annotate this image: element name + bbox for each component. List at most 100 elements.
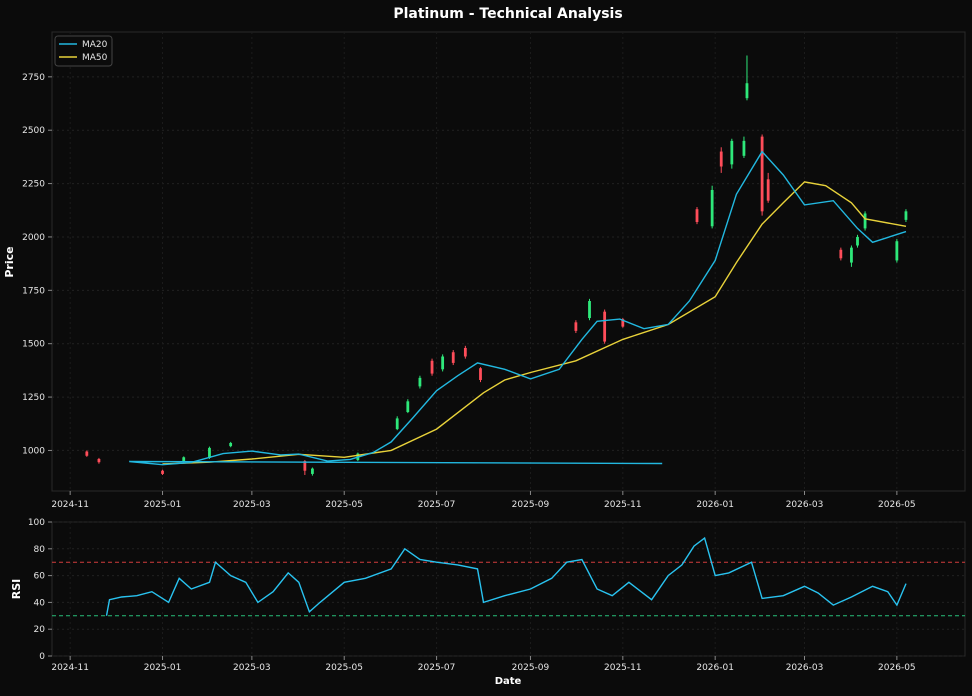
rsi-ytick-label: 20 xyxy=(34,625,46,635)
candle-body xyxy=(745,83,749,99)
candle-body xyxy=(311,468,314,474)
price-xtick-label: 2024-11 xyxy=(51,500,89,510)
candle-body xyxy=(863,213,867,229)
price-ytick-label: 1250 xyxy=(22,393,45,403)
candle xyxy=(603,309,607,344)
rsi-x-ticks: 2024-11 2025-01 2025-03 2025-05 2025-07 2025-… xyxy=(51,656,916,673)
rsi-xtick-label: 2025-01 xyxy=(144,663,182,673)
price-ytick-label: 1500 xyxy=(22,340,45,350)
rsi-xtick-label: 2024-11 xyxy=(51,663,89,673)
price-x-ticks: 2024-11 2025-01 2025-03 2025-05 2025-07 2025-… xyxy=(51,491,916,510)
candle-body xyxy=(760,136,764,212)
legend-ma20-label: MA20 xyxy=(82,40,108,50)
candle-body xyxy=(430,360,434,374)
candle-body xyxy=(182,457,186,462)
candle-body xyxy=(621,319,625,327)
price-xtick-label: 2025-05 xyxy=(325,500,363,510)
candle xyxy=(719,147,723,173)
candle-body xyxy=(97,458,101,463)
candle xyxy=(430,358,434,376)
candle-body xyxy=(766,179,770,201)
price-ytick-label: 2750 xyxy=(22,73,45,83)
rsi-ytick-label: 40 xyxy=(34,598,46,608)
candle-body xyxy=(603,311,607,342)
candle xyxy=(161,469,164,475)
candle xyxy=(574,320,578,334)
candle-body xyxy=(463,347,467,357)
legend-ma50-label: MA50 xyxy=(82,53,108,63)
candle-body xyxy=(418,377,422,387)
candle-body xyxy=(742,140,746,156)
candle-body xyxy=(85,451,89,456)
candle xyxy=(895,239,899,263)
candle-body xyxy=(695,209,699,223)
candle-body xyxy=(850,247,853,263)
rsi-xtick-label: 2025-11 xyxy=(604,663,642,673)
candle-body xyxy=(229,442,233,447)
candle xyxy=(863,211,867,231)
rsi-ytick-label: 80 xyxy=(34,545,46,555)
candle xyxy=(85,450,89,457)
rsi-xtick-label: 2026-01 xyxy=(696,663,734,673)
candle xyxy=(418,375,422,389)
candle-body xyxy=(839,249,843,259)
rsi-panel-frame xyxy=(51,521,966,657)
price-ylabel: Price xyxy=(3,246,16,277)
candle-body xyxy=(895,241,899,261)
rsi-ytick-label: 0 xyxy=(39,652,45,662)
candle xyxy=(710,185,714,229)
candle-body xyxy=(730,140,734,165)
candle xyxy=(850,245,853,267)
rsi-line xyxy=(105,536,907,616)
rsi-ytick-label: 60 xyxy=(34,572,46,582)
x-axis-label: Date xyxy=(495,676,522,687)
candle xyxy=(760,134,764,216)
candle xyxy=(839,247,843,261)
candle xyxy=(695,207,699,225)
rsi-xtick-label: 2026-03 xyxy=(786,663,824,673)
price-ytick-label: 1000 xyxy=(22,446,45,456)
candle-body xyxy=(904,211,908,220)
legend: MA20 MA50 xyxy=(54,35,113,67)
price-ytick-label: 2250 xyxy=(22,180,45,190)
candle-body xyxy=(479,368,482,380)
candle-body xyxy=(395,418,399,430)
rsi-xtick-label: 2025-07 xyxy=(418,663,456,673)
candle xyxy=(745,55,749,101)
rsi-xtick-label: 2025-09 xyxy=(512,663,550,673)
rsi-y-ticks: 0 20 40 60 80 100 xyxy=(28,518,52,662)
candle-body xyxy=(208,447,211,458)
candle xyxy=(229,441,233,448)
price-xtick-label: 2026-03 xyxy=(786,500,824,510)
candle-body xyxy=(574,322,578,331)
price-xtick-label: 2025-07 xyxy=(418,500,456,510)
price-ytick-label: 2500 xyxy=(22,126,45,136)
candle xyxy=(856,234,859,248)
candle xyxy=(395,416,399,431)
candle xyxy=(441,354,445,372)
rsi-ylabel: RSI xyxy=(10,579,23,600)
ma20-line xyxy=(129,150,907,466)
candle-body xyxy=(856,236,859,246)
candle-body xyxy=(303,461,307,471)
rsi-xtick-label: 2025-05 xyxy=(325,663,363,673)
price-xtick-label: 2025-03 xyxy=(233,500,271,510)
candle xyxy=(588,298,591,321)
price-panel-frame xyxy=(51,31,966,492)
candle xyxy=(311,467,314,476)
price-grid xyxy=(52,32,965,491)
candle xyxy=(742,136,746,158)
candle-body xyxy=(406,401,410,413)
candle-body xyxy=(588,300,591,319)
price-xtick-label: 2026-05 xyxy=(878,500,916,510)
candle xyxy=(451,350,455,366)
candle-body xyxy=(161,470,164,474)
price-xtick-label: 2026-01 xyxy=(696,500,734,510)
candle xyxy=(97,457,101,464)
candle xyxy=(479,367,482,383)
candle xyxy=(463,345,467,359)
rsi-xtick-label: 2026-05 xyxy=(878,663,916,673)
price-xtick-label: 2025-09 xyxy=(512,500,550,510)
